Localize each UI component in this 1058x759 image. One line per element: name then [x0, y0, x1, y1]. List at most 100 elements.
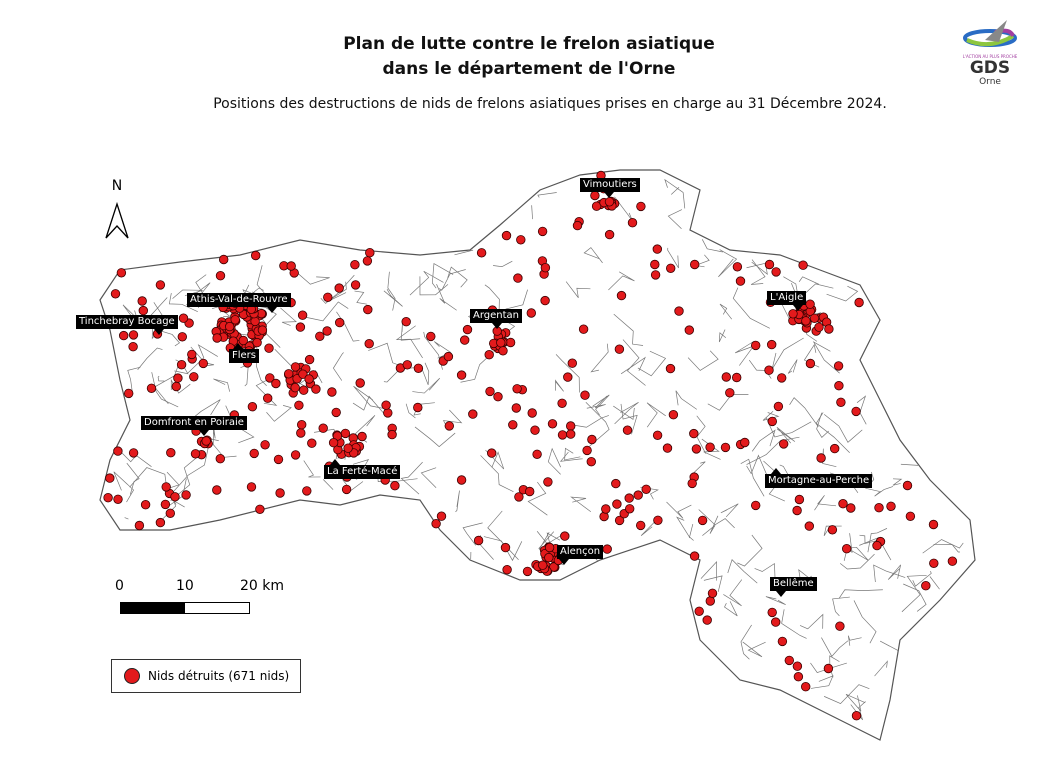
nest-point [525, 486, 535, 497]
nest-point [331, 407, 341, 418]
nest-point [304, 354, 315, 365]
nest-point [436, 511, 447, 521]
commune-boundary [505, 289, 528, 312]
nest-point [601, 504, 611, 514]
nest-point [190, 449, 201, 459]
nest-point [792, 505, 802, 516]
nest-point [456, 475, 467, 485]
nest-point [767, 339, 777, 350]
commune-boundary [207, 437, 237, 458]
nest-point [476, 248, 487, 258]
nest-point [793, 672, 804, 682]
commune-boundary [787, 359, 798, 374]
nest-point [604, 229, 615, 240]
commune-boundary [719, 303, 733, 320]
nest-point [872, 540, 882, 551]
nest-point [902, 480, 913, 491]
nest-point [201, 436, 211, 446]
nest-point [343, 443, 353, 453]
commune-boundary [405, 403, 416, 419]
commune-boundary [409, 270, 444, 296]
commune-boundary [555, 379, 564, 392]
nest-point [580, 390, 590, 400]
commune-boundary [332, 352, 344, 381]
commune-boundary [810, 662, 847, 674]
nest-point [751, 500, 761, 511]
commune-boundary [812, 341, 840, 374]
nest-point [846, 503, 856, 513]
nest-point [668, 410, 679, 420]
nest-point [215, 454, 226, 464]
nest-point [290, 450, 301, 460]
nest-point [777, 373, 787, 383]
commune-boundary [436, 284, 457, 311]
nest-point [641, 484, 651, 495]
commune-boundary [640, 518, 659, 536]
legend: Nids détruits (671 nids) [111, 659, 301, 693]
commune-boundary [737, 534, 763, 567]
scale-label-0: 0 [115, 578, 124, 594]
commune-boundary [608, 271, 635, 291]
commune-boundary [751, 429, 776, 452]
nest-point [549, 562, 559, 572]
commune-boundary [266, 405, 292, 422]
nest-point [798, 260, 808, 270]
nest-point [260, 440, 270, 450]
commune-boundary [570, 496, 592, 513]
nest-point [302, 486, 312, 496]
nest-point [801, 316, 811, 326]
nest-point [298, 369, 308, 379]
nest-point [218, 254, 229, 265]
town-label: Athis-Val-de-Rouvre [187, 293, 291, 313]
nest-point [784, 655, 795, 666]
nest-point [323, 292, 333, 303]
nest-point [187, 349, 197, 360]
commune-boundary [537, 192, 557, 198]
nest-point [212, 485, 222, 495]
nest-point [402, 360, 413, 370]
commune-boundary [322, 479, 334, 490]
commune-boundary [303, 460, 321, 478]
nest-point [334, 283, 344, 293]
commune-boundary [157, 375, 165, 382]
commune-boundary [462, 522, 483, 546]
nest-point [874, 503, 884, 513]
nest-point [557, 398, 567, 409]
nest-point [538, 560, 548, 570]
nest-point [602, 544, 612, 554]
nest-point [364, 339, 374, 349]
nest-point [138, 305, 149, 316]
nest-point [134, 520, 145, 531]
nest-point [284, 369, 294, 379]
commune-boundary [724, 601, 738, 617]
nest-point [252, 337, 262, 348]
commune-boundary [583, 247, 603, 264]
nest-point [735, 276, 746, 286]
nest-point [905, 511, 916, 522]
commune-boundary [873, 564, 906, 583]
commune-boundary [154, 361, 181, 405]
commune-boundary [814, 495, 837, 511]
nest-point [705, 596, 716, 606]
nest-point [484, 350, 494, 360]
commune-boundary [383, 288, 403, 307]
nest-point [247, 402, 258, 412]
commune-boundary [676, 516, 694, 541]
nest-point [250, 250, 261, 261]
nest-points [103, 170, 958, 721]
nest-point [751, 340, 761, 351]
nest-point [612, 499, 622, 509]
nest-point [773, 401, 784, 412]
nest-point [212, 333, 222, 343]
commune-boundary [670, 186, 680, 195]
commune-boundary [151, 372, 179, 408]
commune-boundary [933, 544, 960, 553]
commune-boundary [799, 613, 824, 630]
nest-point [587, 434, 597, 445]
scale-segment-black [120, 602, 186, 614]
commune-boundary [867, 528, 888, 553]
department-outline [99, 169, 976, 741]
commune-boundary [789, 397, 819, 427]
